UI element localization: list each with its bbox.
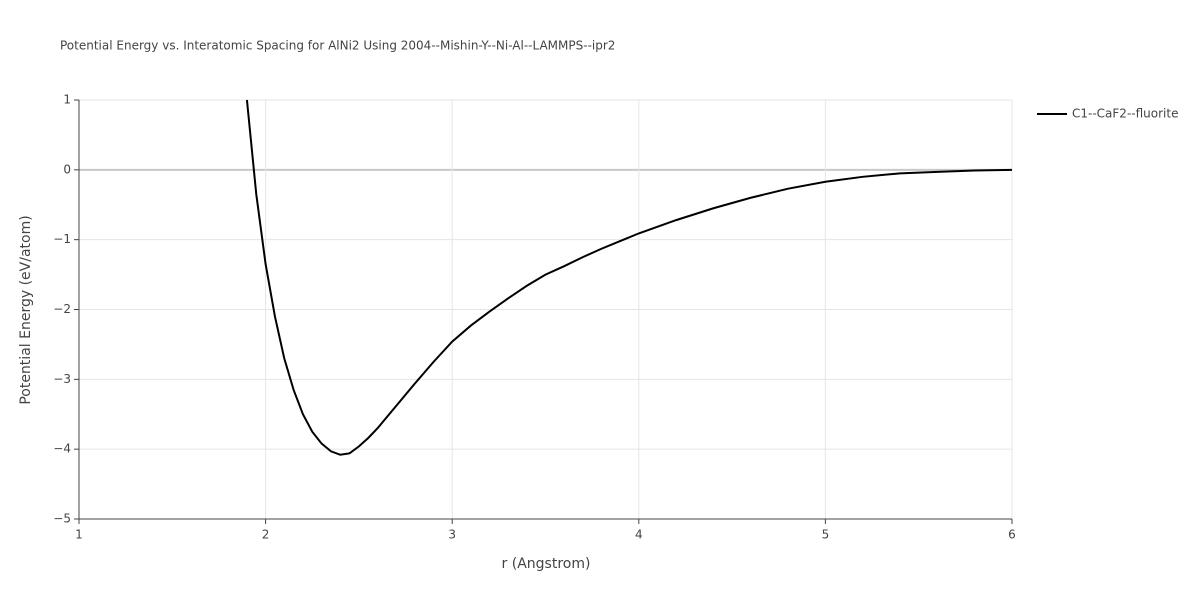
- y-axis-title: Potential Energy (eV/atom): [18, 215, 34, 404]
- y-tick-label: −4: [53, 442, 71, 456]
- y-tick-label: −5: [53, 512, 71, 526]
- series-line: [245, 99, 1013, 456]
- x-tick-label: 1: [75, 528, 83, 542]
- x-tick-label: 4: [635, 528, 643, 542]
- x-tick-label: 2: [262, 528, 270, 542]
- x-tick-label: 6: [1008, 528, 1016, 542]
- x-tick-label: 3: [448, 528, 456, 542]
- y-tick-label: 0: [63, 162, 71, 176]
- y-tick-label: −1: [53, 232, 71, 246]
- legend-label: C1--CaF2--fluorite: [1072, 107, 1178, 121]
- y-tick-label: −3: [53, 372, 71, 386]
- x-tick-label: 5: [822, 528, 830, 542]
- x-axis-title: r (Angstrom): [502, 556, 591, 572]
- y-tick-label: −2: [53, 302, 71, 316]
- chart-title: Potential Energy vs. Interatomic Spacing…: [60, 39, 615, 53]
- y-tick-label: 1: [63, 93, 71, 107]
